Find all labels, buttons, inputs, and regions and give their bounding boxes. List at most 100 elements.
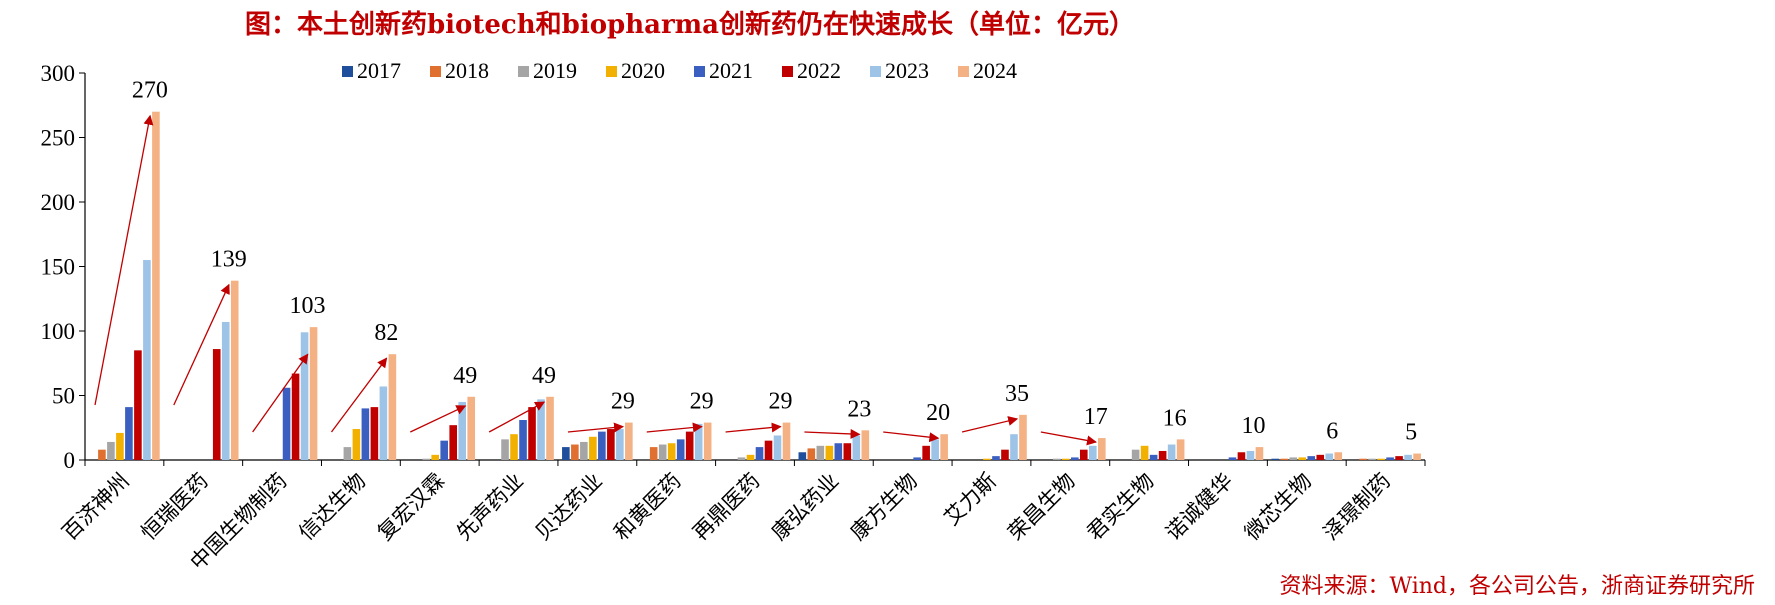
bar-2023 (379, 386, 388, 460)
legend-entry: 2023 (885, 58, 929, 83)
bar-2020 (431, 454, 440, 460)
bar-2022 (764, 440, 773, 460)
legend-swatch (430, 66, 441, 77)
bar-2020 (746, 454, 755, 460)
bar-2024 (230, 280, 239, 460)
y-tick-label: 150 (41, 255, 76, 280)
bar-2021 (1228, 457, 1237, 460)
bar-2022 (370, 407, 379, 460)
bar-2023 (537, 399, 545, 460)
x-category-label: 和黄医药 (609, 469, 685, 545)
data-label: 6 (1326, 418, 1338, 444)
bar-2020 (983, 458, 991, 460)
legend-swatch (870, 66, 881, 77)
x-category-label: 再鼎医药 (688, 469, 764, 545)
bar-2018 (649, 447, 658, 460)
trend-arrow (883, 431, 940, 443)
trend-arrow (961, 416, 1019, 433)
bar-2022 (1237, 452, 1246, 460)
bar-2024 (625, 422, 633, 460)
bar-2021 (992, 456, 1000, 460)
bar-2024 (1413, 453, 1421, 460)
trend-arrow (330, 357, 388, 433)
chart-title: 图：本土创新药biotech和biopharma创新药仍在快速成长（单位：亿元） (244, 10, 1136, 40)
y-tick-label: 250 (41, 126, 76, 151)
bar-2024 (309, 327, 318, 460)
bar-2020 (1061, 458, 1070, 460)
bar-2018 (1359, 458, 1367, 460)
bar-2024 (1255, 447, 1264, 460)
bar-2024 (1334, 452, 1343, 460)
bar-2023 (1088, 445, 1097, 460)
legend-entry: 2019 (533, 58, 577, 83)
chart-source: 资料来源：Wind，各公司公告，浙商证券研究所 (1279, 574, 1755, 599)
bar-2021 (1386, 457, 1394, 460)
x-category-label: 先声药业 (452, 469, 528, 545)
data-label: 16 (1163, 405, 1187, 431)
data-label: 29 (690, 389, 714, 415)
data-label: 49 (532, 363, 556, 389)
bar-2023 (1010, 434, 1018, 460)
data-label: 35 (1005, 381, 1029, 407)
bar-2020 (352, 429, 361, 460)
bar-2023 (1246, 450, 1255, 460)
bar-2024 (546, 396, 554, 460)
bar-2019 (107, 441, 115, 460)
bar-2024 (703, 422, 712, 460)
bar-2022 (1158, 450, 1167, 460)
x-category-label: 信达生物 (294, 469, 370, 545)
data-label: 49 (453, 363, 477, 389)
y-tick-label: 50 (52, 384, 75, 409)
bar-2021 (440, 440, 449, 460)
bar-2022 (922, 445, 930, 460)
bar-2021 (1070, 457, 1079, 460)
bar-2024 (152, 111, 160, 460)
legend-entry: 2018 (445, 58, 489, 83)
bar-2020 (116, 432, 124, 460)
bar-2024 (782, 422, 791, 460)
bar-2020 (667, 443, 676, 460)
x-category-label: 艾力斯 (939, 469, 1001, 531)
bar-2020 (1377, 458, 1385, 460)
bar-2023 (300, 332, 309, 460)
data-labels: 270 139 103 82 49 49 29 29 29 23 20 35 17 16 10 6 5 (132, 78, 1417, 446)
trend-arrow (410, 405, 467, 433)
bar-2023 (1404, 454, 1412, 460)
y-tick-label: 300 (41, 61, 76, 86)
bar-2023 (931, 439, 939, 460)
trend-arrow (488, 401, 546, 433)
bar-2019 (1131, 449, 1140, 460)
trend-arrow (646, 422, 703, 433)
bar-2022 (1316, 454, 1325, 460)
y-tick-label: 100 (41, 319, 76, 344)
x-category-label: 康方生物 (846, 469, 922, 545)
bar-2023 (1167, 444, 1176, 460)
bar-2020 (589, 436, 597, 460)
bar-2019 (658, 444, 667, 460)
bar-2019 (1368, 458, 1376, 460)
data-label: 20 (926, 400, 950, 426)
x-category-label: 泽璟制药 (1319, 469, 1395, 545)
bar-2019 (1289, 457, 1298, 460)
x-category-label: 康弘药业 (767, 469, 843, 545)
legend-swatch (694, 66, 705, 77)
bar-2018 (571, 444, 579, 460)
legend-swatch (958, 66, 969, 77)
bar-2023 (143, 260, 151, 460)
trend-arrow (1040, 431, 1097, 446)
bar-2021 (913, 457, 921, 460)
data-label: 82 (374, 320, 398, 346)
trend-arrow (804, 428, 861, 439)
bar-2021 (834, 443, 843, 460)
legend-entry: 2017 (357, 58, 401, 83)
data-label: 23 (847, 396, 871, 422)
bar-2022 (528, 407, 536, 460)
bar-2024 (1097, 438, 1106, 460)
x-category-label: 复宏汉霖 (373, 469, 449, 545)
trend-arrow (567, 422, 625, 433)
bar-2020 (510, 434, 518, 460)
bar-2019 (1052, 458, 1061, 460)
bar-2018 (98, 449, 106, 460)
bar-2021 (755, 447, 764, 460)
